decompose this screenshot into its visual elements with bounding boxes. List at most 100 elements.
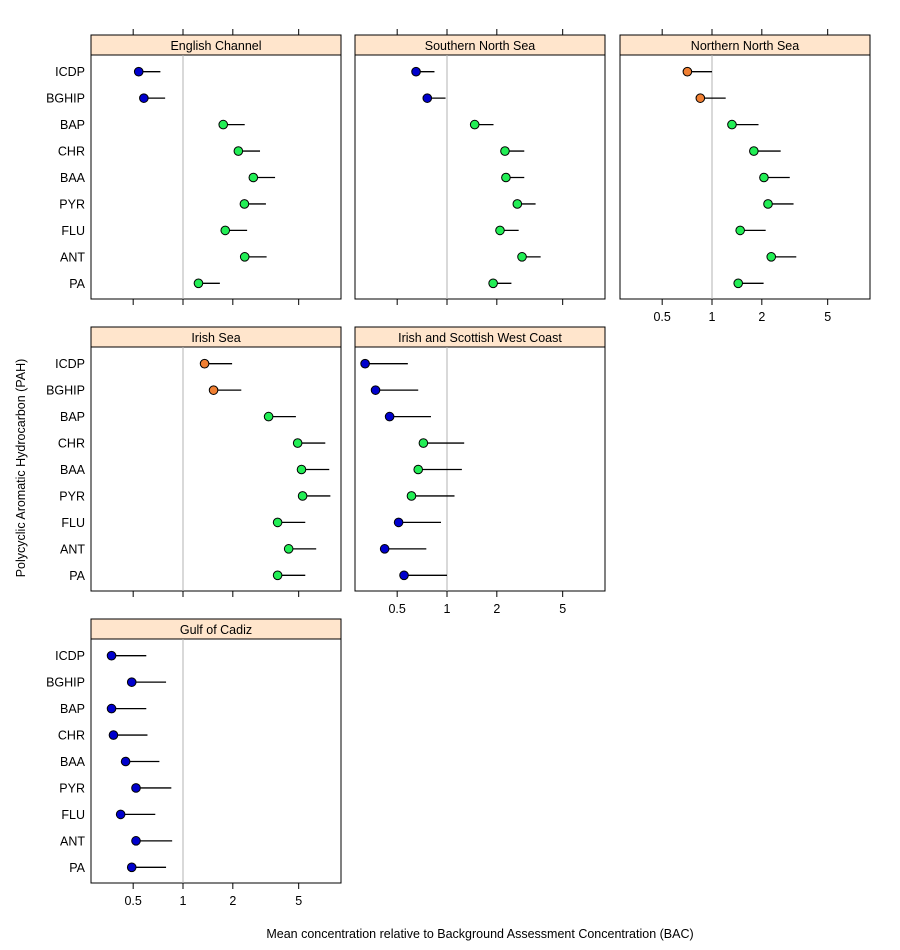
data-point-baa <box>501 172 511 183</box>
panel-irish-sea: Irish Sea ICDP BGHIP BAP CHR BAA PYR FLU ANT PA <box>46 326 342 597</box>
x-tick-label: 0.5 <box>388 602 405 616</box>
x-tick-label: 0.5 <box>653 310 670 324</box>
data-point-flu <box>272 517 283 528</box>
data-point-flu <box>393 517 404 528</box>
y-category-label: FLU <box>61 224 85 238</box>
x-tick-label: 2 <box>758 310 765 324</box>
data-point-ant <box>517 252 527 262</box>
data-point-ant <box>379 544 390 554</box>
data-point-bap <box>384 411 395 422</box>
y-category-label: CHR <box>58 437 85 451</box>
data-point-bap <box>263 411 274 422</box>
data-point-pyr <box>239 199 250 209</box>
y-category-label: ANT <box>60 834 85 848</box>
data-point-pa <box>272 570 283 581</box>
x-tick-label: 0.5 <box>124 894 141 908</box>
x-tick-label: 1 <box>180 894 187 908</box>
y-category-label: PYR <box>59 781 85 795</box>
data-point-bap <box>218 119 229 130</box>
y-category-label: CHR <box>58 729 85 743</box>
panel-irish-and-scottish-west-coast: Irish and Scottish West Coast 0.5 1 2 5 <box>354 326 606 616</box>
y-category-label: FLU <box>61 516 85 530</box>
panel-plot-area <box>619 54 871 300</box>
data-point-pa <box>488 278 498 289</box>
data-point-pa <box>399 570 409 581</box>
data-point-icdp <box>199 358 210 369</box>
data-point-baa <box>296 464 307 475</box>
data-point-bap <box>106 703 117 714</box>
y-category-label: BAA <box>60 463 86 477</box>
data-point-bap <box>469 119 480 130</box>
data-point-flu <box>220 225 231 236</box>
data-point-pa <box>733 278 744 289</box>
y-category-label: CHR <box>58 145 85 159</box>
y-category-label: BAP <box>60 410 85 424</box>
panels-group: English Channel ICDP BGHIP BAP CHR BAA PYR FLU A… <box>46 29 871 908</box>
x-tick-label: 2 <box>493 602 500 616</box>
x-axis-title: Mean concentration relative to Backgroun… <box>266 927 693 941</box>
data-point-icdp <box>106 650 117 661</box>
y-axis-title: Polycyclic Aromatic Hydrocarbon (PAH) <box>14 359 28 578</box>
x-tick-label: 5 <box>824 310 831 324</box>
y-category-label: ANT <box>60 542 85 556</box>
y-category-label: BAP <box>60 118 85 132</box>
y-category-label: PYR <box>59 197 85 211</box>
data-point-bap <box>727 119 737 130</box>
panel-strip-title: Southern North Sea <box>425 39 536 53</box>
y-category-label: ICDP <box>55 357 85 371</box>
y-category-label: ANT <box>60 250 85 264</box>
y-category-label: PA <box>69 569 85 583</box>
y-category-label: BGHIP <box>46 92 85 106</box>
data-point-bghip <box>370 385 381 395</box>
y-category-label: FLU <box>61 808 85 822</box>
y-category-label: BAP <box>60 702 85 716</box>
data-point-pyr <box>406 491 417 501</box>
x-tick-label: 5 <box>559 602 566 616</box>
data-point-bghip <box>208 385 219 395</box>
data-point-pa <box>126 862 137 873</box>
data-point-baa <box>248 172 259 183</box>
y-category-label: BGHIP <box>46 676 85 690</box>
data-point-baa <box>413 464 424 475</box>
panel-southern-north-sea: Southern North Sea <box>354 29 606 305</box>
data-point-pyr <box>297 491 308 501</box>
data-point-chr <box>500 146 510 156</box>
data-point-icdp <box>411 66 421 77</box>
y-category-label: BAA <box>60 171 86 185</box>
y-category-label: ICDP <box>55 65 85 79</box>
panel-plot-area <box>354 346 606 592</box>
data-point-icdp <box>133 66 144 77</box>
data-point-icdp <box>682 66 693 77</box>
data-point-ant <box>131 836 141 846</box>
data-point-bghip <box>695 93 706 103</box>
data-point-chr <box>749 146 759 156</box>
data-point-icdp <box>360 358 370 369</box>
panel-gulf-of-cadiz: Gulf of Cadiz 0.5 1 2 5 ICDP BGHIP BAP CHR BAA PYR… <box>46 618 342 908</box>
panel-strip-title: English Channel <box>170 39 261 53</box>
data-point-pyr <box>131 783 141 793</box>
panel-strip-title: Irish and Scottish West Coast <box>398 331 562 345</box>
data-point-chr <box>418 438 429 448</box>
panel-plot-area <box>354 54 606 300</box>
y-category-label: PYR <box>59 489 85 503</box>
panel-strip-title: Irish Sea <box>191 331 240 345</box>
x-tick-label: 1 <box>709 310 716 324</box>
data-point-baa <box>120 756 131 767</box>
y-category-label: PA <box>69 277 85 291</box>
data-point-bghip <box>126 677 137 687</box>
data-point-chr <box>233 146 244 156</box>
panel-strip-title: Gulf of Cadiz <box>180 623 252 637</box>
data-point-pyr <box>763 199 773 209</box>
data-point-ant <box>239 252 250 262</box>
data-point-ant <box>283 544 294 554</box>
x-tick-label: 2 <box>229 894 236 908</box>
panel-plot-area <box>90 54 342 300</box>
data-point-bghip <box>139 93 149 103</box>
panel-strip-title: Northern North Sea <box>691 39 799 53</box>
data-point-baa <box>759 172 769 183</box>
data-point-flu <box>495 225 505 236</box>
data-point-flu <box>115 809 126 820</box>
panel-english-channel: English Channel ICDP BGHIP BAP CHR BAA PYR FLU A… <box>46 29 342 305</box>
data-point-bghip <box>422 93 433 103</box>
